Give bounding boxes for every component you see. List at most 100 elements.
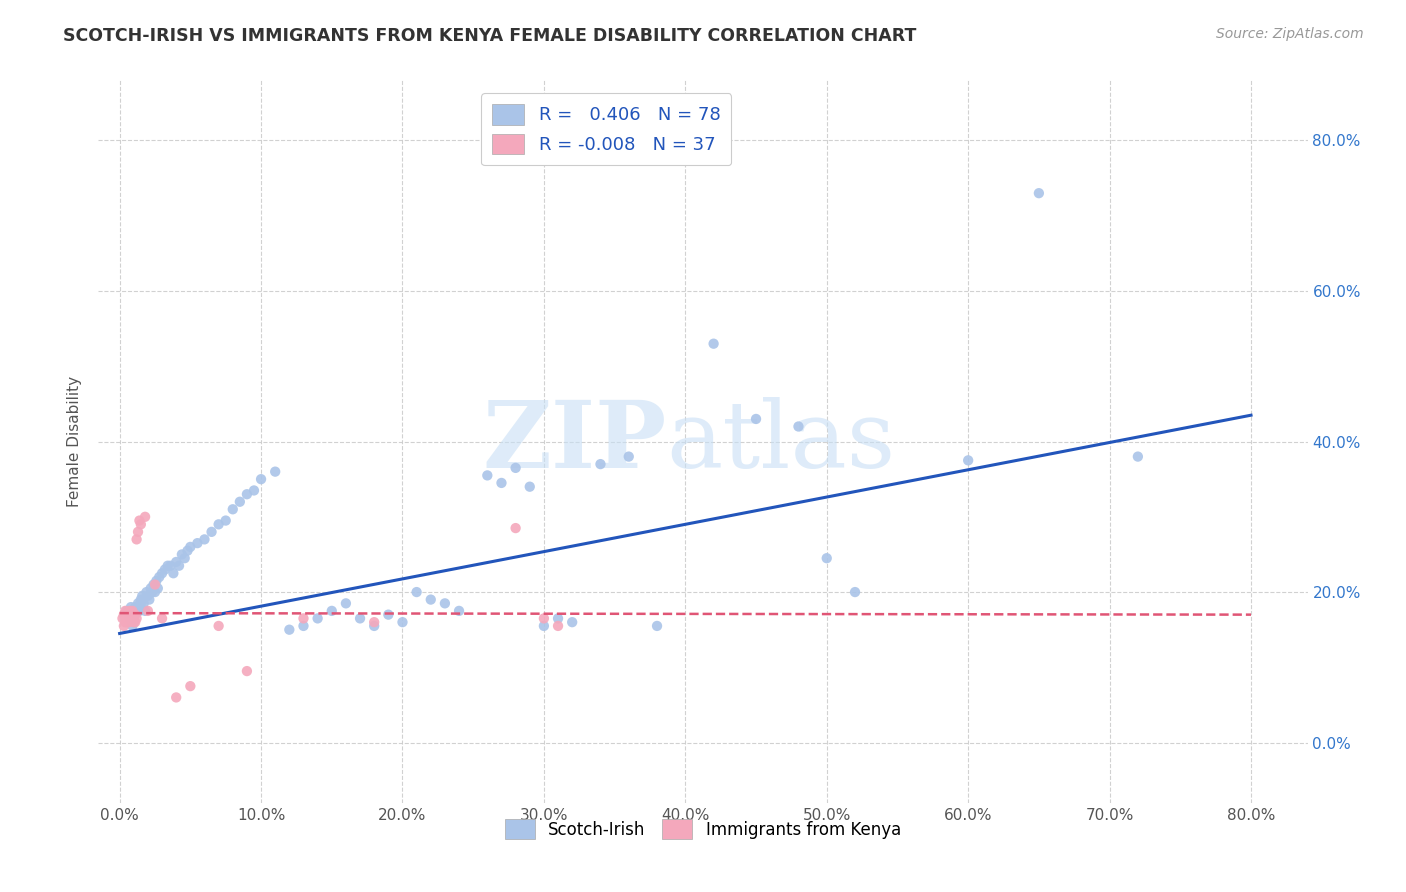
Text: SCOTCH-IRISH VS IMMIGRANTS FROM KENYA FEMALE DISABILITY CORRELATION CHART: SCOTCH-IRISH VS IMMIGRANTS FROM KENYA FE… <box>63 27 917 45</box>
Point <box>129 517 152 532</box>
Point <box>117 611 139 625</box>
Point <box>1028 186 1050 201</box>
Point <box>134 509 156 524</box>
Point <box>215 514 238 528</box>
Point <box>193 533 215 547</box>
Point <box>136 604 159 618</box>
Point <box>136 589 159 603</box>
Point <box>307 611 329 625</box>
Point <box>264 465 287 479</box>
Point <box>128 514 150 528</box>
Point <box>122 611 145 625</box>
Point <box>150 566 173 581</box>
Point <box>162 566 184 581</box>
Point <box>112 607 135 622</box>
Point <box>815 551 838 566</box>
Point <box>236 487 259 501</box>
Point <box>114 615 136 630</box>
Point <box>186 536 208 550</box>
Point <box>349 611 371 625</box>
Point <box>122 607 145 622</box>
Point <box>957 453 980 467</box>
Point <box>135 585 157 599</box>
Point <box>121 619 143 633</box>
Point <box>111 611 134 625</box>
Point <box>547 611 569 625</box>
Point <box>176 543 198 558</box>
Point <box>167 558 190 573</box>
Point <box>156 558 179 573</box>
Point <box>1126 450 1149 464</box>
Point <box>120 600 142 615</box>
Point <box>115 615 138 630</box>
Point <box>292 611 315 625</box>
Point <box>173 551 195 566</box>
Point <box>335 596 357 610</box>
Point <box>547 619 569 633</box>
Point <box>363 619 385 633</box>
Point <box>124 615 146 630</box>
Point <box>120 611 142 625</box>
Point <box>200 524 222 539</box>
Point <box>146 582 169 596</box>
Point <box>139 582 162 596</box>
Point <box>124 600 146 615</box>
Point <box>433 596 456 610</box>
Point <box>118 611 141 625</box>
Point <box>243 483 266 498</box>
Point <box>561 615 583 630</box>
Point <box>114 604 136 618</box>
Point <box>128 604 150 618</box>
Point <box>124 607 146 622</box>
Point <box>250 472 273 486</box>
Point <box>844 585 866 599</box>
Point <box>142 577 165 591</box>
Point <box>505 521 527 535</box>
Point <box>120 607 142 622</box>
Point <box>533 611 555 625</box>
Legend: Scotch-Irish, Immigrants from Kenya: Scotch-Irish, Immigrants from Kenya <box>495 809 911 848</box>
Y-axis label: Female Disability: Female Disability <box>67 376 83 508</box>
Point <box>278 623 301 637</box>
Point <box>127 596 149 610</box>
Point <box>153 562 176 576</box>
Point <box>148 570 170 584</box>
Point <box>118 615 141 630</box>
Point <box>363 615 385 630</box>
Point <box>505 461 527 475</box>
Point <box>127 524 149 539</box>
Point <box>165 555 187 569</box>
Point <box>703 336 725 351</box>
Point <box>143 585 166 599</box>
Point <box>229 494 252 508</box>
Point <box>321 604 343 618</box>
Point <box>129 592 152 607</box>
Point <box>405 585 427 599</box>
Point <box>125 611 148 625</box>
Point <box>377 607 399 622</box>
Point <box>419 592 441 607</box>
Point <box>491 475 513 490</box>
Point <box>117 607 139 622</box>
Point <box>112 619 135 633</box>
Point <box>477 468 499 483</box>
Point <box>391 615 413 630</box>
Point <box>138 592 160 607</box>
Point <box>745 412 768 426</box>
Point <box>236 664 259 678</box>
Point <box>447 604 470 618</box>
Point <box>179 540 201 554</box>
Point <box>165 690 187 705</box>
Text: Source: ZipAtlas.com: Source: ZipAtlas.com <box>1216 27 1364 41</box>
Point <box>533 619 555 633</box>
Point <box>118 604 141 618</box>
Point <box>787 419 810 434</box>
Point <box>131 589 153 603</box>
Point <box>115 611 138 625</box>
Point <box>150 611 173 625</box>
Point <box>179 679 201 693</box>
Point <box>589 457 612 471</box>
Text: ZIP: ZIP <box>482 397 666 486</box>
Point <box>121 607 143 622</box>
Point <box>645 619 668 633</box>
